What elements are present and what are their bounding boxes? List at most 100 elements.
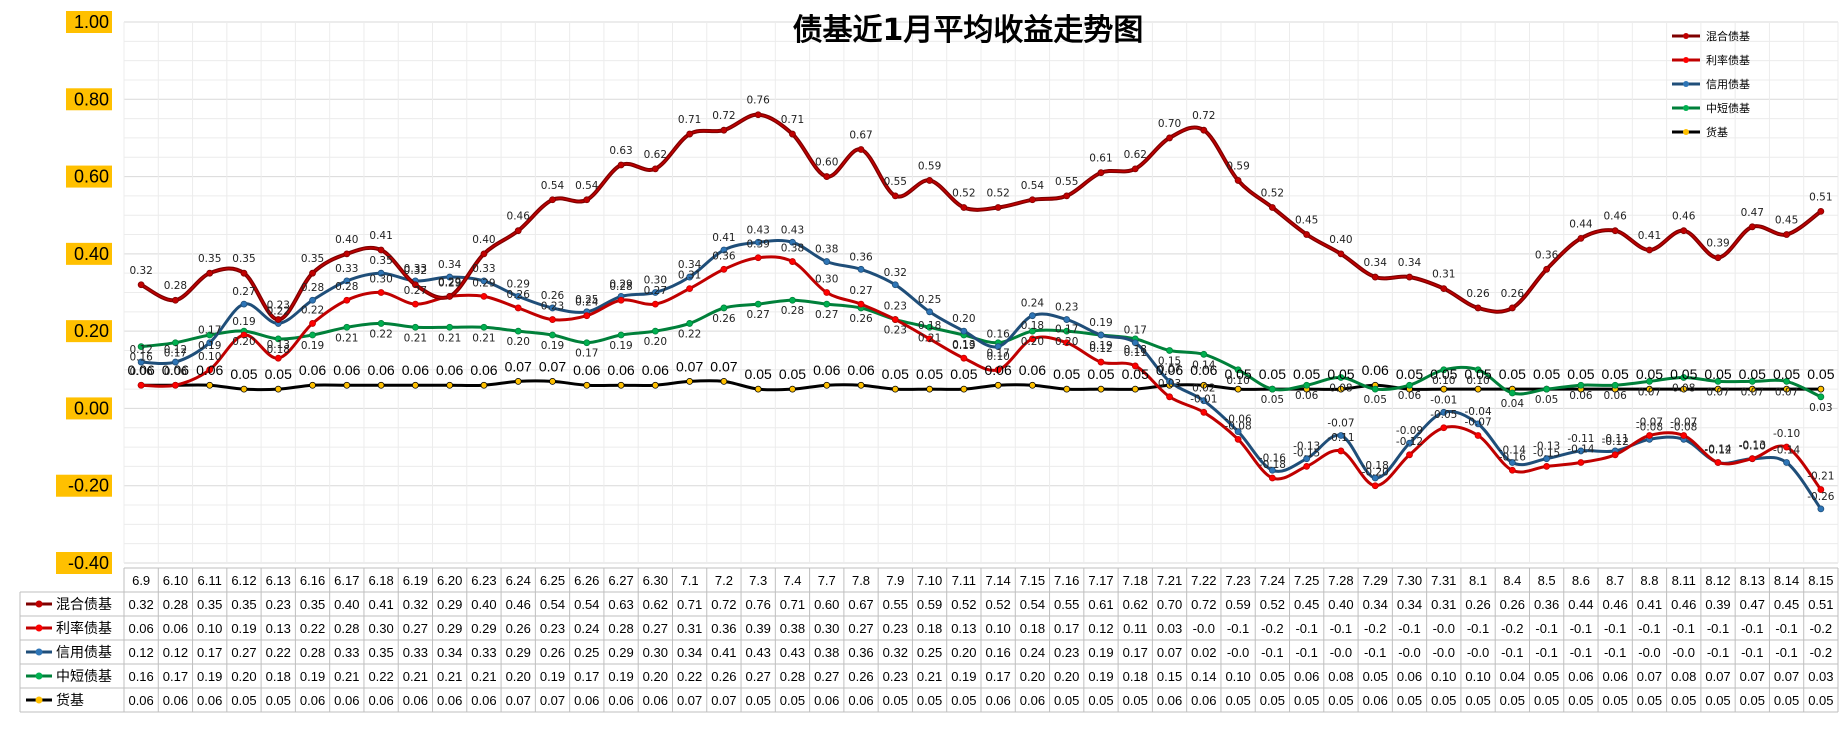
data-label: 0.06 xyxy=(1398,390,1422,402)
table-cell: -0.0 xyxy=(1398,645,1420,660)
table-cell: 0.55 xyxy=(1054,597,1079,612)
data-point xyxy=(754,254,762,262)
data-label: 0.31 xyxy=(1432,269,1455,281)
table-cell: 0.25 xyxy=(917,645,942,660)
table-cell: 0.26 xyxy=(711,669,736,684)
table-cell: 0.25 xyxy=(574,645,599,660)
data-label: 0.40 xyxy=(472,234,495,246)
data-point xyxy=(240,269,248,277)
data-point xyxy=(651,289,659,296)
data-point xyxy=(137,381,145,389)
table-category: 7.3 xyxy=(749,573,767,588)
data-label: 0.19 xyxy=(232,316,255,328)
table-cell: 0.26 xyxy=(1465,597,1490,612)
data-point xyxy=(994,366,1002,374)
table-cell: -0.1 xyxy=(1467,621,1489,636)
table-cell: 0.33 xyxy=(334,645,359,660)
data-point xyxy=(514,227,522,235)
table-category: 7.25 xyxy=(1294,573,1319,588)
table-cell: 0.05 xyxy=(951,693,976,708)
data-label: 0.07 xyxy=(1775,386,1798,398)
data-point xyxy=(1200,408,1208,416)
table-series-name: 信用债基 xyxy=(56,644,112,660)
data-label: -0.15 xyxy=(1533,447,1560,459)
data-label: 0.05 xyxy=(1464,366,1491,382)
table-cell: 0.24 xyxy=(574,621,599,636)
table-cell: 0.17 xyxy=(1123,645,1148,660)
data-label: 0.21 xyxy=(404,332,427,344)
data-point xyxy=(1337,432,1345,439)
data-point xyxy=(137,343,145,351)
table-cell: 0.06 xyxy=(643,693,668,708)
table-cell: 0.46 xyxy=(1603,597,1628,612)
table-series-name: 混合债基 xyxy=(56,596,112,612)
data-label: 0.06 xyxy=(162,362,189,378)
data-point xyxy=(1406,439,1413,447)
data-label: 0.19 xyxy=(301,340,324,352)
data-point xyxy=(960,327,968,335)
table-cell: -0.1 xyxy=(1570,621,1592,636)
data-point xyxy=(1543,385,1551,393)
y-tick-bg xyxy=(66,165,112,188)
table-cell: 0.13 xyxy=(951,621,976,636)
table-cell: -0.2 xyxy=(1261,621,1283,636)
table-cell: 0.38 xyxy=(780,621,805,636)
table-cell: 0.23 xyxy=(266,597,291,612)
data-point xyxy=(1029,327,1036,335)
data-point xyxy=(789,130,796,138)
data-label: 0.07 xyxy=(1158,363,1181,375)
table-cell: 0.06 xyxy=(471,693,496,708)
data-label: 0.24 xyxy=(1021,298,1045,310)
table-cell: -0.1 xyxy=(1398,621,1420,636)
y-tick-label: -0.40 xyxy=(68,553,109,573)
table-cell: 0.06 xyxy=(368,693,393,708)
table-cell: 0.05 xyxy=(1808,693,1833,708)
data-label: 0.06 xyxy=(1362,362,1389,378)
data-label: 0.43 xyxy=(746,224,769,236)
data-point xyxy=(891,316,899,323)
data-label: 0.05 xyxy=(1807,366,1834,382)
table-cell: 0.26 xyxy=(1500,597,1525,612)
data-point xyxy=(1029,381,1036,389)
y-tick-label: -0.20 xyxy=(68,476,109,496)
data-label: 0.19 xyxy=(952,340,975,352)
table-cell: 0.22 xyxy=(300,621,325,636)
table-cell: 0.10 xyxy=(197,621,222,636)
data-label: 0.16 xyxy=(129,352,153,364)
table-category: 6.25 xyxy=(540,573,565,588)
table-category: 7.1 xyxy=(681,573,699,588)
table-category: 7.8 xyxy=(852,573,870,588)
data-label: 0.08 xyxy=(1329,383,1352,395)
data-point xyxy=(1234,177,1242,184)
table-cell: 0.54 xyxy=(540,597,565,612)
table-cell: 0.34 xyxy=(1397,597,1422,612)
table-category: 6.16 xyxy=(300,573,325,588)
data-label: 0.05 xyxy=(1602,366,1629,382)
table-category: 8.13 xyxy=(1740,573,1765,588)
table-cell: 0.07 xyxy=(711,693,736,708)
table-legend-marker xyxy=(35,696,43,704)
table-cell: 0.05 xyxy=(1260,669,1285,684)
data-point xyxy=(926,385,933,393)
table-cell: -0.1 xyxy=(1261,645,1283,660)
table-cell: 0.05 xyxy=(1260,693,1285,708)
table-cell: 0.30 xyxy=(368,621,393,636)
data-point xyxy=(549,377,556,385)
data-label: 0.35 xyxy=(369,255,392,267)
data-label: 0.30 xyxy=(815,274,838,286)
data-point xyxy=(1611,227,1619,235)
table-cell: -0.2 xyxy=(1810,645,1832,660)
table-cell: 0.05 xyxy=(1637,693,1662,708)
data-label: 0.05 xyxy=(882,366,909,382)
data-point xyxy=(1337,250,1345,258)
table-cell: 0.05 xyxy=(1534,693,1559,708)
series-lines xyxy=(137,111,1825,513)
data-point xyxy=(1680,432,1688,439)
table-cell: 0.19 xyxy=(540,669,565,684)
data-label: 0.46 xyxy=(1603,211,1627,223)
data-label: 0.55 xyxy=(1055,176,1078,188)
data-point xyxy=(754,111,762,119)
data-labels: 0.06 0.06 0.06 0.05 0.05 0.06 0.06 0.06 0.06 0.06… xyxy=(128,95,1835,503)
data-label: -0.15 xyxy=(1293,447,1320,459)
data-point xyxy=(549,304,556,312)
